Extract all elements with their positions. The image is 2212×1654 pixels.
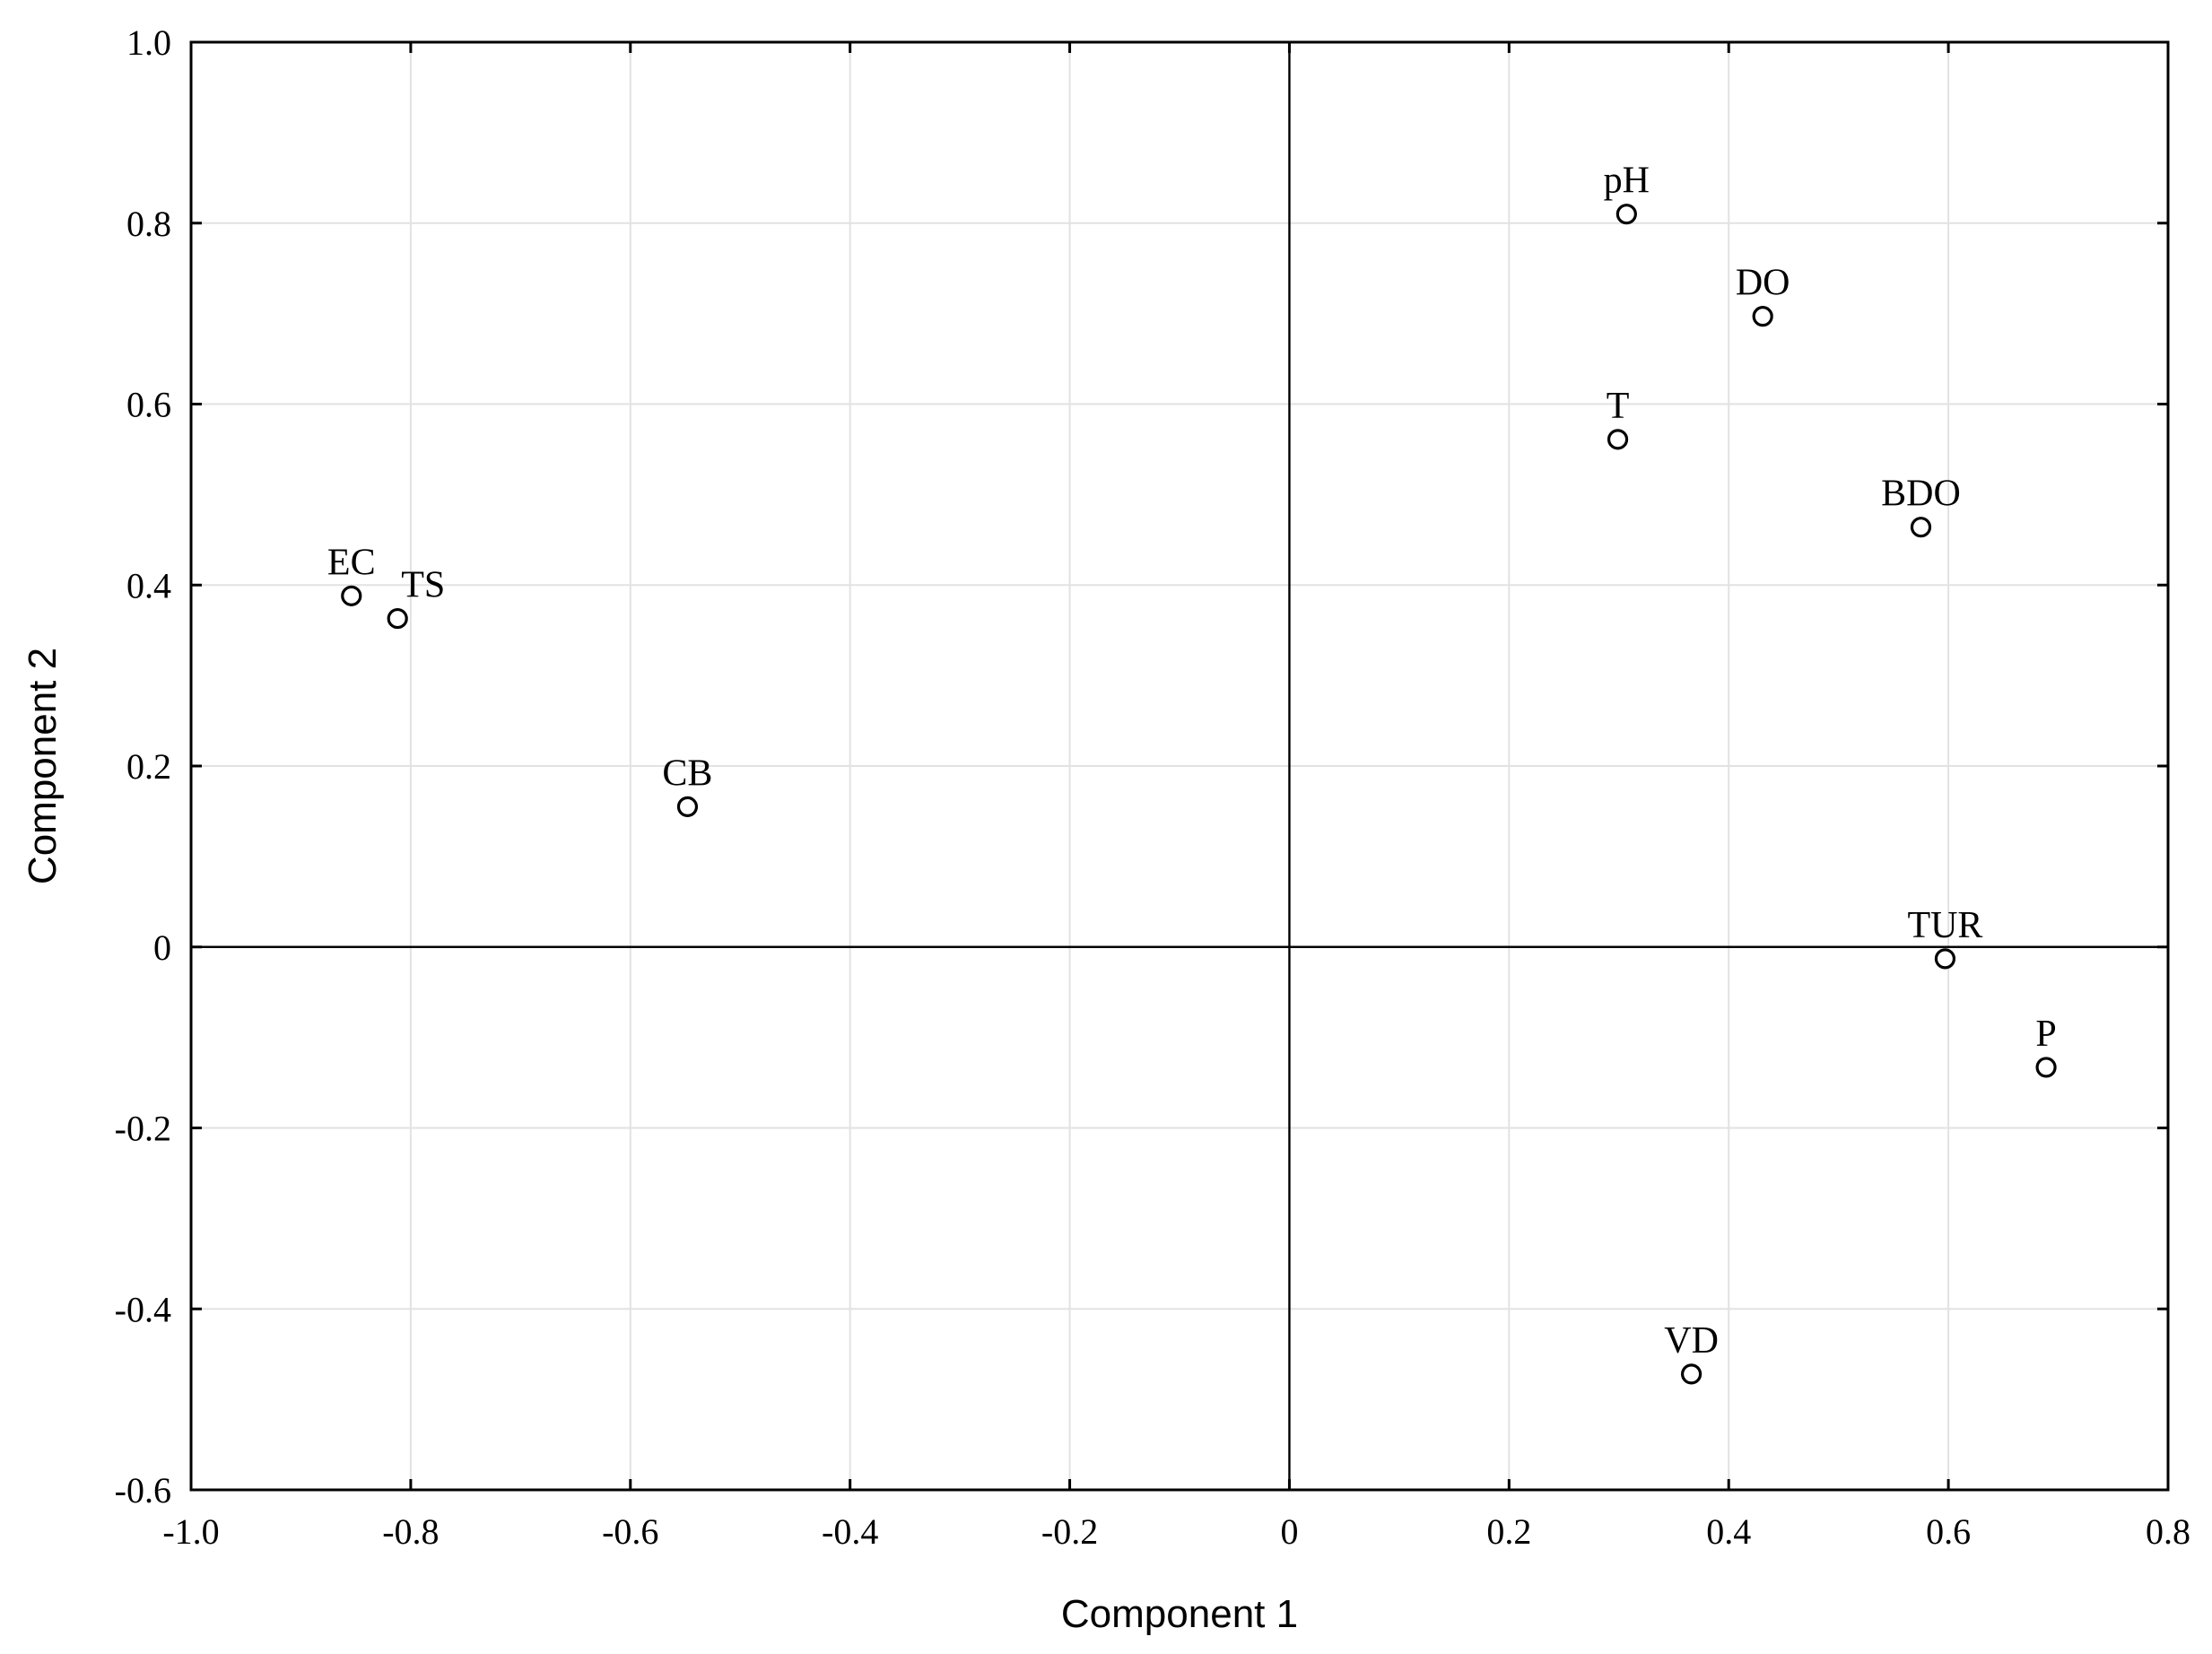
data-point bbox=[1615, 204, 1637, 225]
data-point-label: P bbox=[2035, 1014, 2056, 1055]
data-point-label: TS bbox=[401, 565, 445, 606]
x-tick-label: 0.2 bbox=[1486, 1511, 1531, 1552]
data-point-group: TUR bbox=[1907, 905, 1982, 970]
y-tick-label: -0.6 bbox=[115, 1470, 171, 1510]
data-point bbox=[676, 796, 699, 817]
x-tick-label: -0.4 bbox=[822, 1511, 878, 1552]
data-point-label: T bbox=[1607, 386, 1630, 427]
data-point-label: DO bbox=[1736, 263, 1790, 304]
data-point-group: pH bbox=[1604, 161, 1650, 225]
y-tick-label: 1.0 bbox=[126, 22, 171, 63]
x-tick-label: -0.2 bbox=[1041, 1511, 1098, 1552]
y-tick-label: 0.4 bbox=[126, 565, 171, 605]
x-tick-label: 0.4 bbox=[1706, 1511, 1751, 1552]
x-tick-labels: -1.0 -0.8 -0.6 -0.4 -0.2 0 0.2 0.4 0.6 0.8 bbox=[162, 1511, 2190, 1552]
data-point-label: VD bbox=[1664, 1320, 1719, 1362]
data-point bbox=[1910, 517, 1932, 538]
x-tick-label: -0.6 bbox=[602, 1511, 658, 1552]
y-tick-label: 0.2 bbox=[126, 746, 171, 787]
x-tick-label: -0.8 bbox=[382, 1511, 439, 1552]
data-point-label: CB bbox=[662, 753, 712, 794]
y-tick-label: -0.2 bbox=[115, 1109, 171, 1149]
x-axis-title: Component 1 bbox=[1061, 1592, 1298, 1636]
data-point-group: DO bbox=[1736, 263, 1790, 327]
data-point-group: TS bbox=[387, 565, 445, 630]
data-point-group: BDO bbox=[1881, 474, 1961, 538]
data-point-group: EC bbox=[327, 542, 376, 606]
data-point-group: T bbox=[1607, 386, 1630, 450]
data-point bbox=[341, 585, 362, 606]
axis-ticks bbox=[189, 40, 2170, 1492]
data-point-label: pH bbox=[1604, 161, 1650, 202]
data-point-label: TUR bbox=[1907, 905, 1982, 946]
x-tick-label: -1.0 bbox=[162, 1511, 219, 1552]
y-tick-label: 0.8 bbox=[126, 204, 171, 244]
data-point-group: VD bbox=[1664, 1320, 1719, 1385]
x-tick-label: 0 bbox=[1280, 1511, 1298, 1552]
y-tick-label: -0.4 bbox=[115, 1289, 171, 1329]
data-point bbox=[1680, 1363, 1703, 1385]
data-point bbox=[1607, 429, 1629, 450]
x-tick-label: 0.6 bbox=[1926, 1511, 1971, 1552]
y-tick-label: 0 bbox=[153, 927, 171, 968]
y-axis-title: Component 2 bbox=[21, 648, 65, 884]
grid-lines bbox=[191, 42, 2168, 1490]
data-point bbox=[2035, 1057, 2057, 1078]
x-tick-label: 0.8 bbox=[2146, 1511, 2190, 1552]
data-point-label: BDO bbox=[1881, 474, 1961, 515]
y-tick-labels: -0.6 -0.4 -0.2 0 0.2 0.4 0.6 0.8 1.0 bbox=[115, 22, 171, 1510]
data-point bbox=[387, 607, 408, 630]
data-point-group: CB bbox=[662, 753, 712, 817]
data-point bbox=[1934, 948, 1956, 970]
data-point-group: P bbox=[2035, 1014, 2057, 1078]
data-point bbox=[1752, 306, 1773, 327]
zero-reference-lines bbox=[191, 42, 2168, 1490]
data-point-label: EC bbox=[327, 542, 376, 583]
data-points: pH DO T BDO EC TS CB TUR P VD bbox=[327, 161, 2057, 1385]
y-tick-label: 0.6 bbox=[126, 385, 171, 425]
